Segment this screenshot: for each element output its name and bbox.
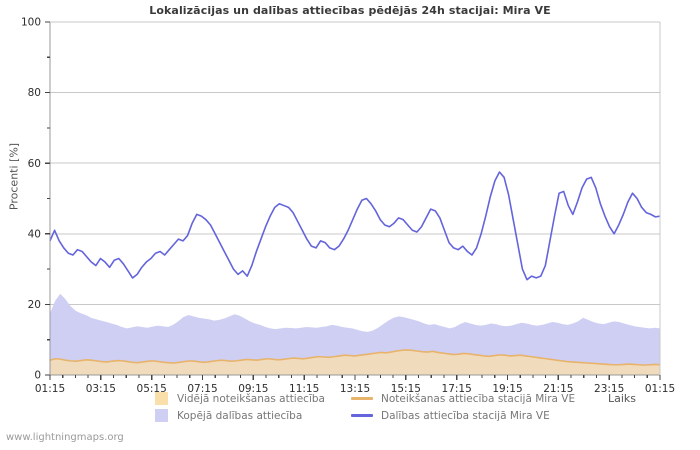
gridlines-group xyxy=(50,21,660,305)
watermark-text: www.lightningmaps.org xyxy=(6,432,124,443)
svg-text:17:15: 17:15 xyxy=(442,383,472,395)
svg-text:0: 0 xyxy=(34,370,41,382)
legend-line-icon xyxy=(351,414,373,417)
legend-item-avg-detection: Vidējā noteikšanas attiecība xyxy=(155,392,351,405)
x-axis-label: Laiks xyxy=(608,392,637,405)
legend-swatch-icon xyxy=(155,392,168,405)
svg-text:15:15: 15:15 xyxy=(391,383,421,395)
legend-item-station-participation: Dalības attiecība stacijā Mira VE xyxy=(351,410,550,422)
svg-text:21:15: 21:15 xyxy=(543,383,573,395)
svg-text:100: 100 xyxy=(21,17,41,29)
legend-line-icon xyxy=(351,397,373,400)
legend-row-2: Kopējā dalības attiecība Dalības attiecī… xyxy=(155,407,655,424)
svg-text:01:15: 01:15 xyxy=(645,383,675,395)
legend-row-1: Vidējā noteikšanas attiecība Noteikšanas… xyxy=(155,390,655,407)
legend-item-total-participation: Kopējā dalības attiecība xyxy=(155,409,351,422)
svg-text:80: 80 xyxy=(28,87,41,99)
svg-text:23:15: 23:15 xyxy=(594,383,624,395)
axes-group xyxy=(49,21,661,376)
chart-legend: Vidējā noteikšanas attiecība Noteikšanas… xyxy=(155,390,655,424)
svg-text:03:15: 03:15 xyxy=(86,383,116,395)
svg-text:11:15: 11:15 xyxy=(289,383,319,395)
svg-text:40: 40 xyxy=(28,228,41,240)
legend-label: Vidējā noteikšanas attiecība xyxy=(177,392,325,405)
series-group xyxy=(49,171,661,375)
legend-label: Kopējā dalības attiecība xyxy=(177,409,303,422)
svg-text:07:15: 07:15 xyxy=(187,383,217,395)
legend-label: Noteikšanas attiecība stacijā Mira VE xyxy=(381,392,576,405)
legend-item-station-detection: Noteikšanas attiecība stacijā Mira VE xyxy=(351,393,575,405)
svg-text:20: 20 xyxy=(28,299,41,311)
chart-title: Lokalizācijas un dalības attiecības pēdē… xyxy=(149,4,551,17)
svg-text:01:15: 01:15 xyxy=(35,383,65,395)
svg-text:19:15: 19:15 xyxy=(492,383,522,395)
svg-text:09:15: 09:15 xyxy=(238,383,268,395)
legend-label: Dalības attiecība stacijā Mira VE xyxy=(381,409,550,422)
tick-marks-group xyxy=(45,21,661,380)
legend-swatch-icon xyxy=(155,409,168,422)
svg-text:60: 60 xyxy=(28,158,41,170)
svg-text:13:15: 13:15 xyxy=(340,383,370,395)
